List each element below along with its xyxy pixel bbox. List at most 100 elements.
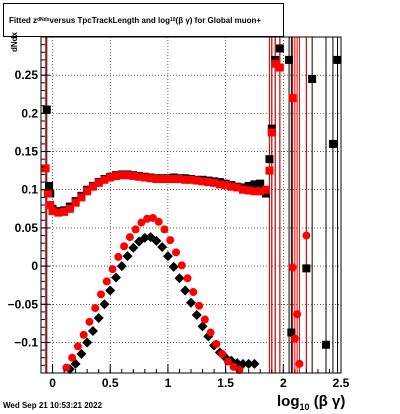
data-point-square	[152, 175, 161, 184]
title-middle: versus TpcTrackLength and log	[49, 15, 170, 25]
data-point-square	[135, 172, 144, 181]
data-point-circle	[148, 213, 157, 222]
data-point-diamond	[191, 309, 202, 320]
data-point-square	[302, 264, 311, 273]
data-point-square	[221, 181, 230, 190]
data-point-diamond	[82, 337, 93, 348]
x-tick-label: 2	[280, 376, 287, 390]
data-point-square	[140, 173, 149, 182]
data-point-square	[192, 176, 201, 185]
data-point-circle	[177, 261, 186, 270]
x-axis-label: log10 (β γ)	[277, 393, 345, 412]
data-point-square	[169, 175, 178, 184]
data-point-circle	[183, 274, 192, 283]
y-tick-label: 0.15	[15, 145, 39, 159]
data-point-square	[175, 175, 184, 184]
data-point-circle	[85, 317, 94, 326]
data-point-square	[250, 187, 259, 196]
data-point-square	[275, 63, 284, 72]
x-tick-label: 1.5	[217, 376, 234, 390]
data-point-circle	[102, 277, 111, 286]
data-point-diamond	[87, 326, 98, 336]
data-point-circle	[206, 328, 215, 337]
title-sub-10: 10	[169, 17, 176, 23]
data-point-diamond	[128, 242, 139, 253]
data-point-square	[106, 173, 115, 182]
data-point-circle	[114, 252, 123, 261]
x-tick-label: 2.5	[333, 376, 350, 390]
data-point-square	[94, 178, 103, 187]
y-tick-label: −0.05	[8, 297, 39, 311]
data-point-diamond	[157, 242, 168, 252]
y-tick-label: 0.1	[21, 183, 38, 197]
marker-layer	[41, 44, 342, 375]
data-point-diamond	[174, 273, 185, 284]
data-point-diamond	[249, 358, 260, 369]
data-point-square	[100, 175, 109, 184]
data-point-square	[123, 171, 132, 180]
y-axis-label: dNdx	[10, 32, 19, 52]
data-point-diamond	[122, 251, 133, 262]
data-point-diamond	[180, 285, 191, 296]
data-point-circle	[97, 290, 105, 299]
x-tick-label: 0.5	[102, 376, 119, 390]
x-tick-layer: 0 0.5 1 1.5 2 2.5	[40, 364, 350, 390]
data-point-diamond	[139, 232, 150, 243]
data-point-square	[233, 183, 242, 192]
data-point-square	[54, 208, 63, 217]
y-tick-label: 0.2	[21, 106, 38, 120]
data-point-square	[244, 181, 253, 190]
data-point-diamond	[151, 235, 162, 246]
data-point-circle	[73, 342, 82, 351]
data-point-square	[322, 340, 330, 349]
data-point-diamond	[76, 348, 87, 359]
footer-date: Wed Sep 21 10:53:21 2022	[3, 401, 103, 410]
data-point-circle	[131, 225, 140, 234]
data-point-square	[45, 181, 54, 190]
data-point-square	[256, 179, 265, 188]
errorbar-layer	[45, 37, 339, 373]
data-point-circle	[120, 242, 129, 251]
data-point-circle	[288, 263, 297, 272]
data-point-square	[181, 175, 190, 184]
data-point-circle	[189, 288, 198, 297]
data-point-circle	[295, 359, 304, 368]
data-point-square	[198, 177, 207, 186]
data-point-square	[244, 186, 253, 195]
data-point-square	[250, 180, 259, 189]
data-point-circle	[293, 310, 302, 319]
data-point-square	[267, 128, 276, 137]
data-point-square	[42, 105, 51, 114]
data-point-square	[83, 187, 92, 196]
x-axis-label-tail: (β γ)	[313, 393, 346, 410]
data-point-square	[163, 175, 172, 184]
data-point-diamond	[116, 261, 127, 272]
data-point-circle	[200, 315, 209, 324]
data-point-square	[129, 171, 138, 180]
data-point-circle	[302, 231, 311, 240]
data-point-circle	[160, 225, 169, 234]
data-point-square	[60, 207, 69, 216]
data-point-circle	[91, 304, 100, 313]
data-point-diamond	[162, 251, 173, 262]
data-point-circle	[223, 357, 232, 366]
title-suffix: (β γ) for Global muon+	[175, 15, 262, 25]
data-point-circle	[154, 217, 163, 226]
x-axis-label-sub: 10	[299, 402, 310, 412]
y-tick-label: 0	[31, 259, 38, 273]
data-point-circle	[166, 236, 175, 245]
data-point-square	[227, 182, 236, 191]
data-point-square	[43, 189, 52, 198]
data-point-circle	[79, 330, 88, 339]
x-tick-label: 1	[165, 376, 172, 390]
data-point-square	[77, 193, 86, 202]
data-point-diamond	[93, 313, 104, 324]
data-point-square	[71, 198, 80, 207]
title-sub-dndx: dNdx	[37, 17, 50, 23]
chart-title: Fitted z dNdx versus TpcTrackLength and l…	[3, 3, 284, 37]
y-tick-label: 0.25	[15, 68, 39, 82]
data-point-circle	[68, 353, 77, 362]
data-point-circle	[290, 334, 299, 343]
data-point-square	[265, 155, 274, 164]
